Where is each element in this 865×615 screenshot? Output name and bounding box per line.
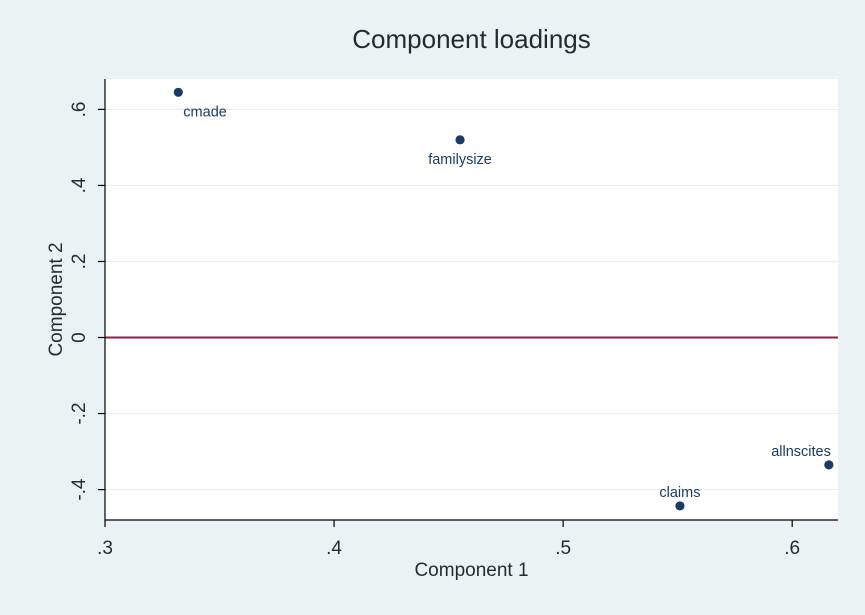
data-point xyxy=(675,501,685,511)
y-tick-label: .6 xyxy=(69,101,90,117)
y-axis-label: Component 2 xyxy=(46,242,67,356)
chart-title: Component loadings xyxy=(352,24,591,54)
data-point-group: claims xyxy=(659,485,700,511)
data-point xyxy=(455,135,465,145)
y-tick-label: -.2 xyxy=(69,402,90,424)
data-point-label: familysize xyxy=(428,152,492,168)
data-point xyxy=(173,87,183,97)
grid-lines xyxy=(105,108,838,491)
x-tick-label: .3 xyxy=(97,538,113,559)
y-tick-label: -.4 xyxy=(69,478,90,501)
y-tick-label: .4 xyxy=(69,177,90,193)
data-point-group: familysize xyxy=(428,135,492,168)
y-tick-label: .2 xyxy=(69,254,90,270)
y-axis-ticks: -.4 -.2 0 .2 .4 .6 xyxy=(69,101,105,501)
data-points: cmade familysize claims allnscites xyxy=(173,87,834,511)
x-axis-ticks: .3 .4 .5 .6 xyxy=(97,520,800,559)
data-point-group: cmade xyxy=(173,87,227,120)
x-tick-label: .4 xyxy=(326,538,342,559)
data-point-group: allnscites xyxy=(771,444,834,470)
x-axis-label: Component 1 xyxy=(414,560,528,581)
x-tick-label: .6 xyxy=(784,538,800,559)
plot-area xyxy=(105,79,838,520)
data-point-label: claims xyxy=(659,485,700,501)
data-point-label: allnscites xyxy=(771,444,831,460)
y-tick-label: 0 xyxy=(69,332,90,343)
x-tick-label: .5 xyxy=(555,538,571,559)
data-point-label: cmade xyxy=(183,104,227,120)
data-point xyxy=(824,460,834,470)
